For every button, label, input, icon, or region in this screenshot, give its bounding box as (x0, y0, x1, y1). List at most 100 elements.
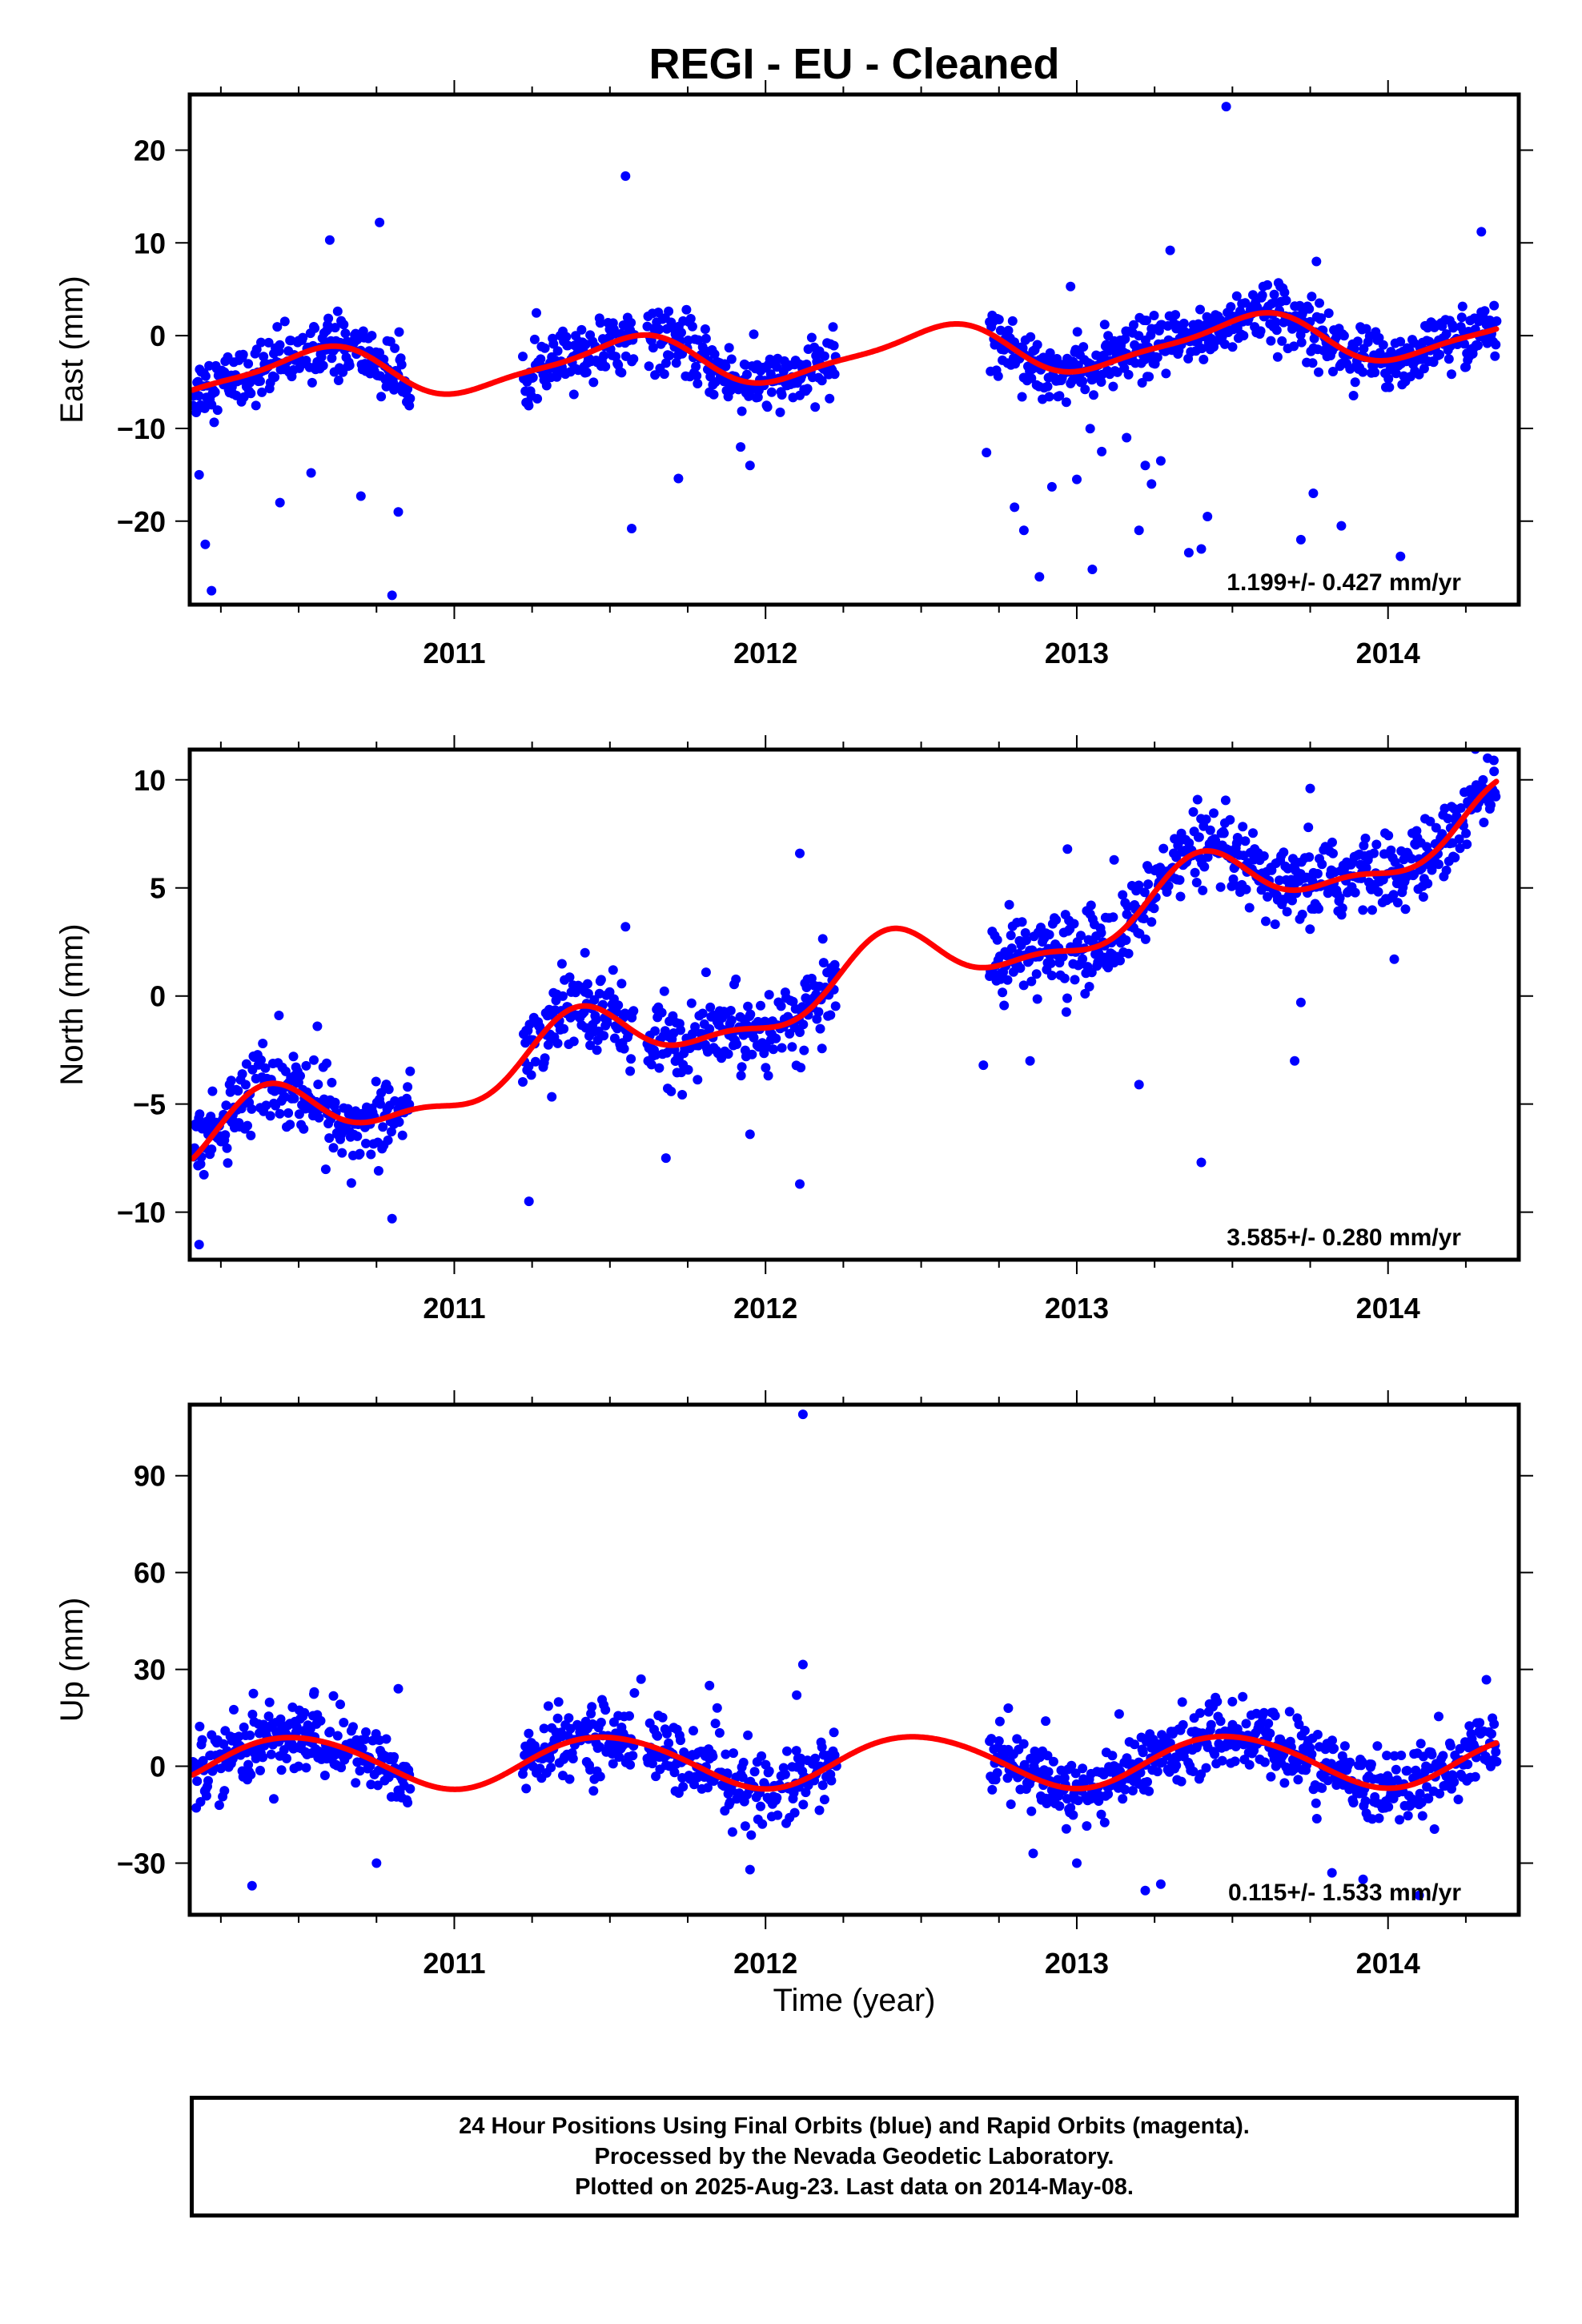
east-data-point (279, 316, 290, 327)
up-data-point (266, 1749, 276, 1759)
up-rate-label: 0.115+/- 1.533 mm/yr (1228, 1880, 1461, 1906)
north-data-point (1479, 818, 1489, 827)
up-data-point (1266, 1771, 1276, 1782)
north-data-point (1174, 875, 1185, 885)
east-y-tick-label: −20 (117, 505, 166, 538)
up-data-point (596, 1717, 606, 1727)
east-outlier-point (1203, 512, 1213, 521)
north-data-point (761, 1063, 771, 1073)
north-data-point (1017, 917, 1027, 927)
up-outlier-point (1358, 1874, 1368, 1884)
east-data-point (1255, 326, 1266, 336)
up-data-point (1059, 1773, 1070, 1783)
up-data-point (276, 1765, 287, 1775)
east-data-point (775, 407, 785, 417)
up-data-point (269, 1794, 279, 1804)
east-data-point (819, 351, 829, 361)
up-data-point (791, 1746, 801, 1756)
east-data-point (1134, 331, 1144, 341)
north-data-point (265, 1111, 275, 1121)
up-data-point (339, 1718, 349, 1727)
east-data-point (1480, 306, 1490, 316)
north-data-point (261, 1100, 271, 1111)
north-data-point (683, 1064, 693, 1075)
north-outlier-point (1109, 854, 1119, 865)
up-data-point (1210, 1749, 1220, 1759)
up-data-point (243, 1759, 254, 1770)
east-data-point (1419, 364, 1429, 374)
east-data-point (1089, 390, 1098, 400)
north-data-point (295, 1071, 305, 1081)
east-outlier-point (306, 468, 316, 478)
up-y-tick-label: 30 (134, 1654, 166, 1687)
up-data-point (201, 1791, 211, 1801)
up-data-point (986, 1734, 997, 1744)
north-data-point (1096, 927, 1106, 938)
up-data-point (1099, 1817, 1110, 1827)
east-rate-label: 1.199+/- 0.427 mm/yr (1227, 569, 1461, 596)
east-data-point (1358, 367, 1368, 377)
east-data-point (194, 391, 204, 401)
north-data-point (723, 1049, 733, 1059)
north-data-point (1175, 891, 1186, 902)
east-data-point (1391, 368, 1401, 379)
up-data-point (1215, 1716, 1226, 1727)
up-data-point (405, 1783, 416, 1794)
north-data-point (817, 934, 828, 944)
east-data-point (1339, 331, 1349, 341)
north-data-point (313, 1080, 323, 1090)
up-data-point (738, 1757, 749, 1767)
up-data-point (595, 1771, 605, 1782)
up-data-point (1422, 1782, 1432, 1792)
east-data-point (404, 400, 415, 411)
east-data-point (644, 361, 654, 372)
east-data-point (1277, 336, 1287, 346)
east-data-point (1378, 340, 1388, 350)
up-data-point (1241, 1719, 1251, 1729)
north-data-point (731, 974, 741, 984)
north-outlier-point (795, 1179, 805, 1189)
north-data-point (646, 1059, 656, 1070)
east-data-point (693, 379, 703, 388)
east-data-point (1144, 372, 1154, 382)
east-outlier-point (1134, 525, 1144, 536)
footer-line-2: Processed by the Nevada Geodetic Laborat… (594, 2144, 1114, 2169)
north-data-point (1031, 969, 1042, 979)
north-data-point (1359, 840, 1369, 850)
east-data-point (540, 343, 550, 353)
up-data-point (1142, 1777, 1152, 1787)
east-data-point (737, 406, 747, 416)
east-data-point (1142, 316, 1151, 326)
north-data-point (1139, 887, 1150, 898)
up-data-point (1294, 1719, 1304, 1730)
up-data-point (357, 1743, 367, 1754)
north-data-point (1219, 828, 1229, 838)
north-data-point (787, 1042, 797, 1052)
up-data-point (539, 1723, 549, 1734)
east-data-point (725, 385, 736, 396)
east-data-point (801, 360, 812, 369)
north-data-point (769, 1044, 778, 1055)
north-plot-frame (187, 747, 1521, 1262)
east-outlier-point (736, 442, 746, 452)
north-data-point (1275, 875, 1284, 886)
east-data-point (1199, 354, 1209, 364)
up-data-point (1107, 1751, 1118, 1761)
east-data-point (1099, 320, 1110, 330)
north-data-point (355, 1148, 365, 1159)
east-data-point (532, 308, 541, 318)
up-data-point (1384, 1775, 1395, 1785)
north-data-point (1456, 803, 1466, 813)
east-data-point (376, 392, 387, 402)
east-x-tick-label: 2011 (423, 637, 485, 669)
up-data-point (1329, 1743, 1339, 1754)
up-data-point (994, 1736, 1004, 1746)
east-data-point (1316, 313, 1327, 324)
up-data-point (737, 1772, 748, 1783)
east-x-tick-label: 2013 (1045, 637, 1109, 669)
up-data-point (195, 1721, 205, 1731)
up-data-point (1345, 1757, 1355, 1767)
east-data-point (588, 377, 599, 388)
north-data-point (320, 1164, 331, 1175)
north-data-point (1418, 892, 1428, 902)
